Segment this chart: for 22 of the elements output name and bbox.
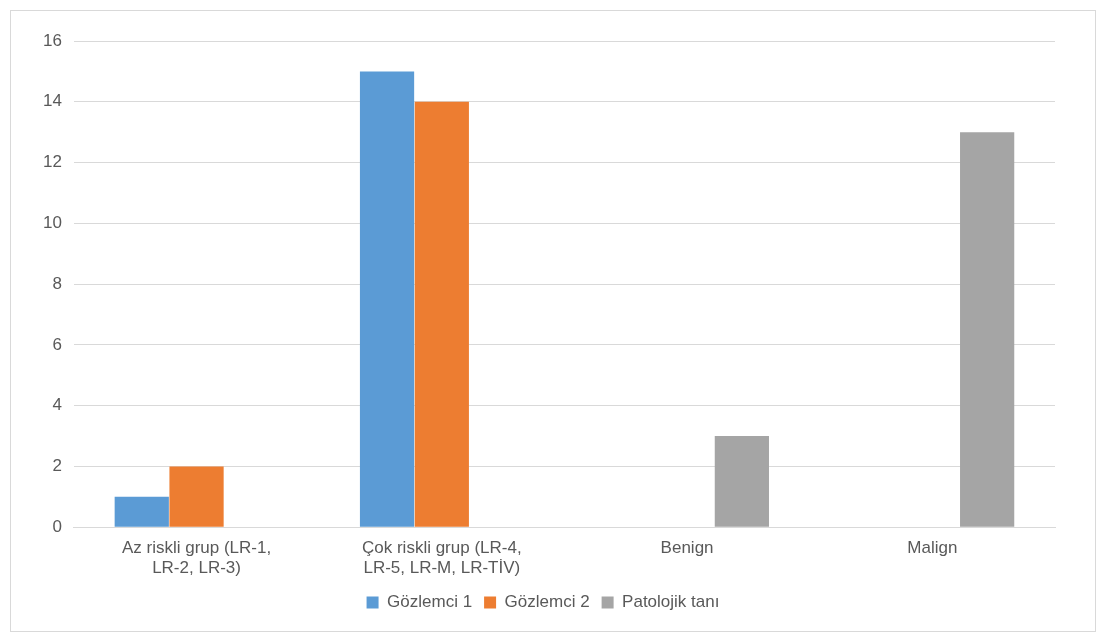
y-tick-label: 8	[52, 273, 62, 293]
x-tick-label: Çok riskli grup (LR-4, LR-5, LR-M, LR-TİV)	[361, 538, 522, 578]
legend-label: Gözlemci 1	[387, 592, 473, 612]
y-tick-label: 12	[42, 152, 62, 172]
x-tick-label: Az riskli grup (LR-1, LR-2, LR-3)	[121, 538, 272, 578]
y-tick-label: 6	[52, 334, 62, 354]
bar	[359, 71, 415, 527]
bar	[414, 101, 469, 527]
y-tick-label: 0	[52, 516, 62, 536]
y-tick-label: 16	[42, 30, 62, 50]
bar	[114, 496, 169, 527]
y-tick-label: 10	[42, 213, 62, 233]
bar	[714, 436, 769, 527]
bar	[960, 132, 1015, 527]
y-tick-label: 2	[52, 456, 62, 476]
y-tick-label: 14	[42, 91, 62, 111]
x-tick-label: Malign	[907, 538, 958, 558]
y-tick-label: 4	[52, 395, 62, 415]
legend-label: Gözlemci 2	[504, 592, 590, 612]
bar	[169, 466, 224, 527]
legend-label: Patolojik tanı	[622, 592, 720, 612]
x-tick-label: Benign	[660, 538, 714, 558]
